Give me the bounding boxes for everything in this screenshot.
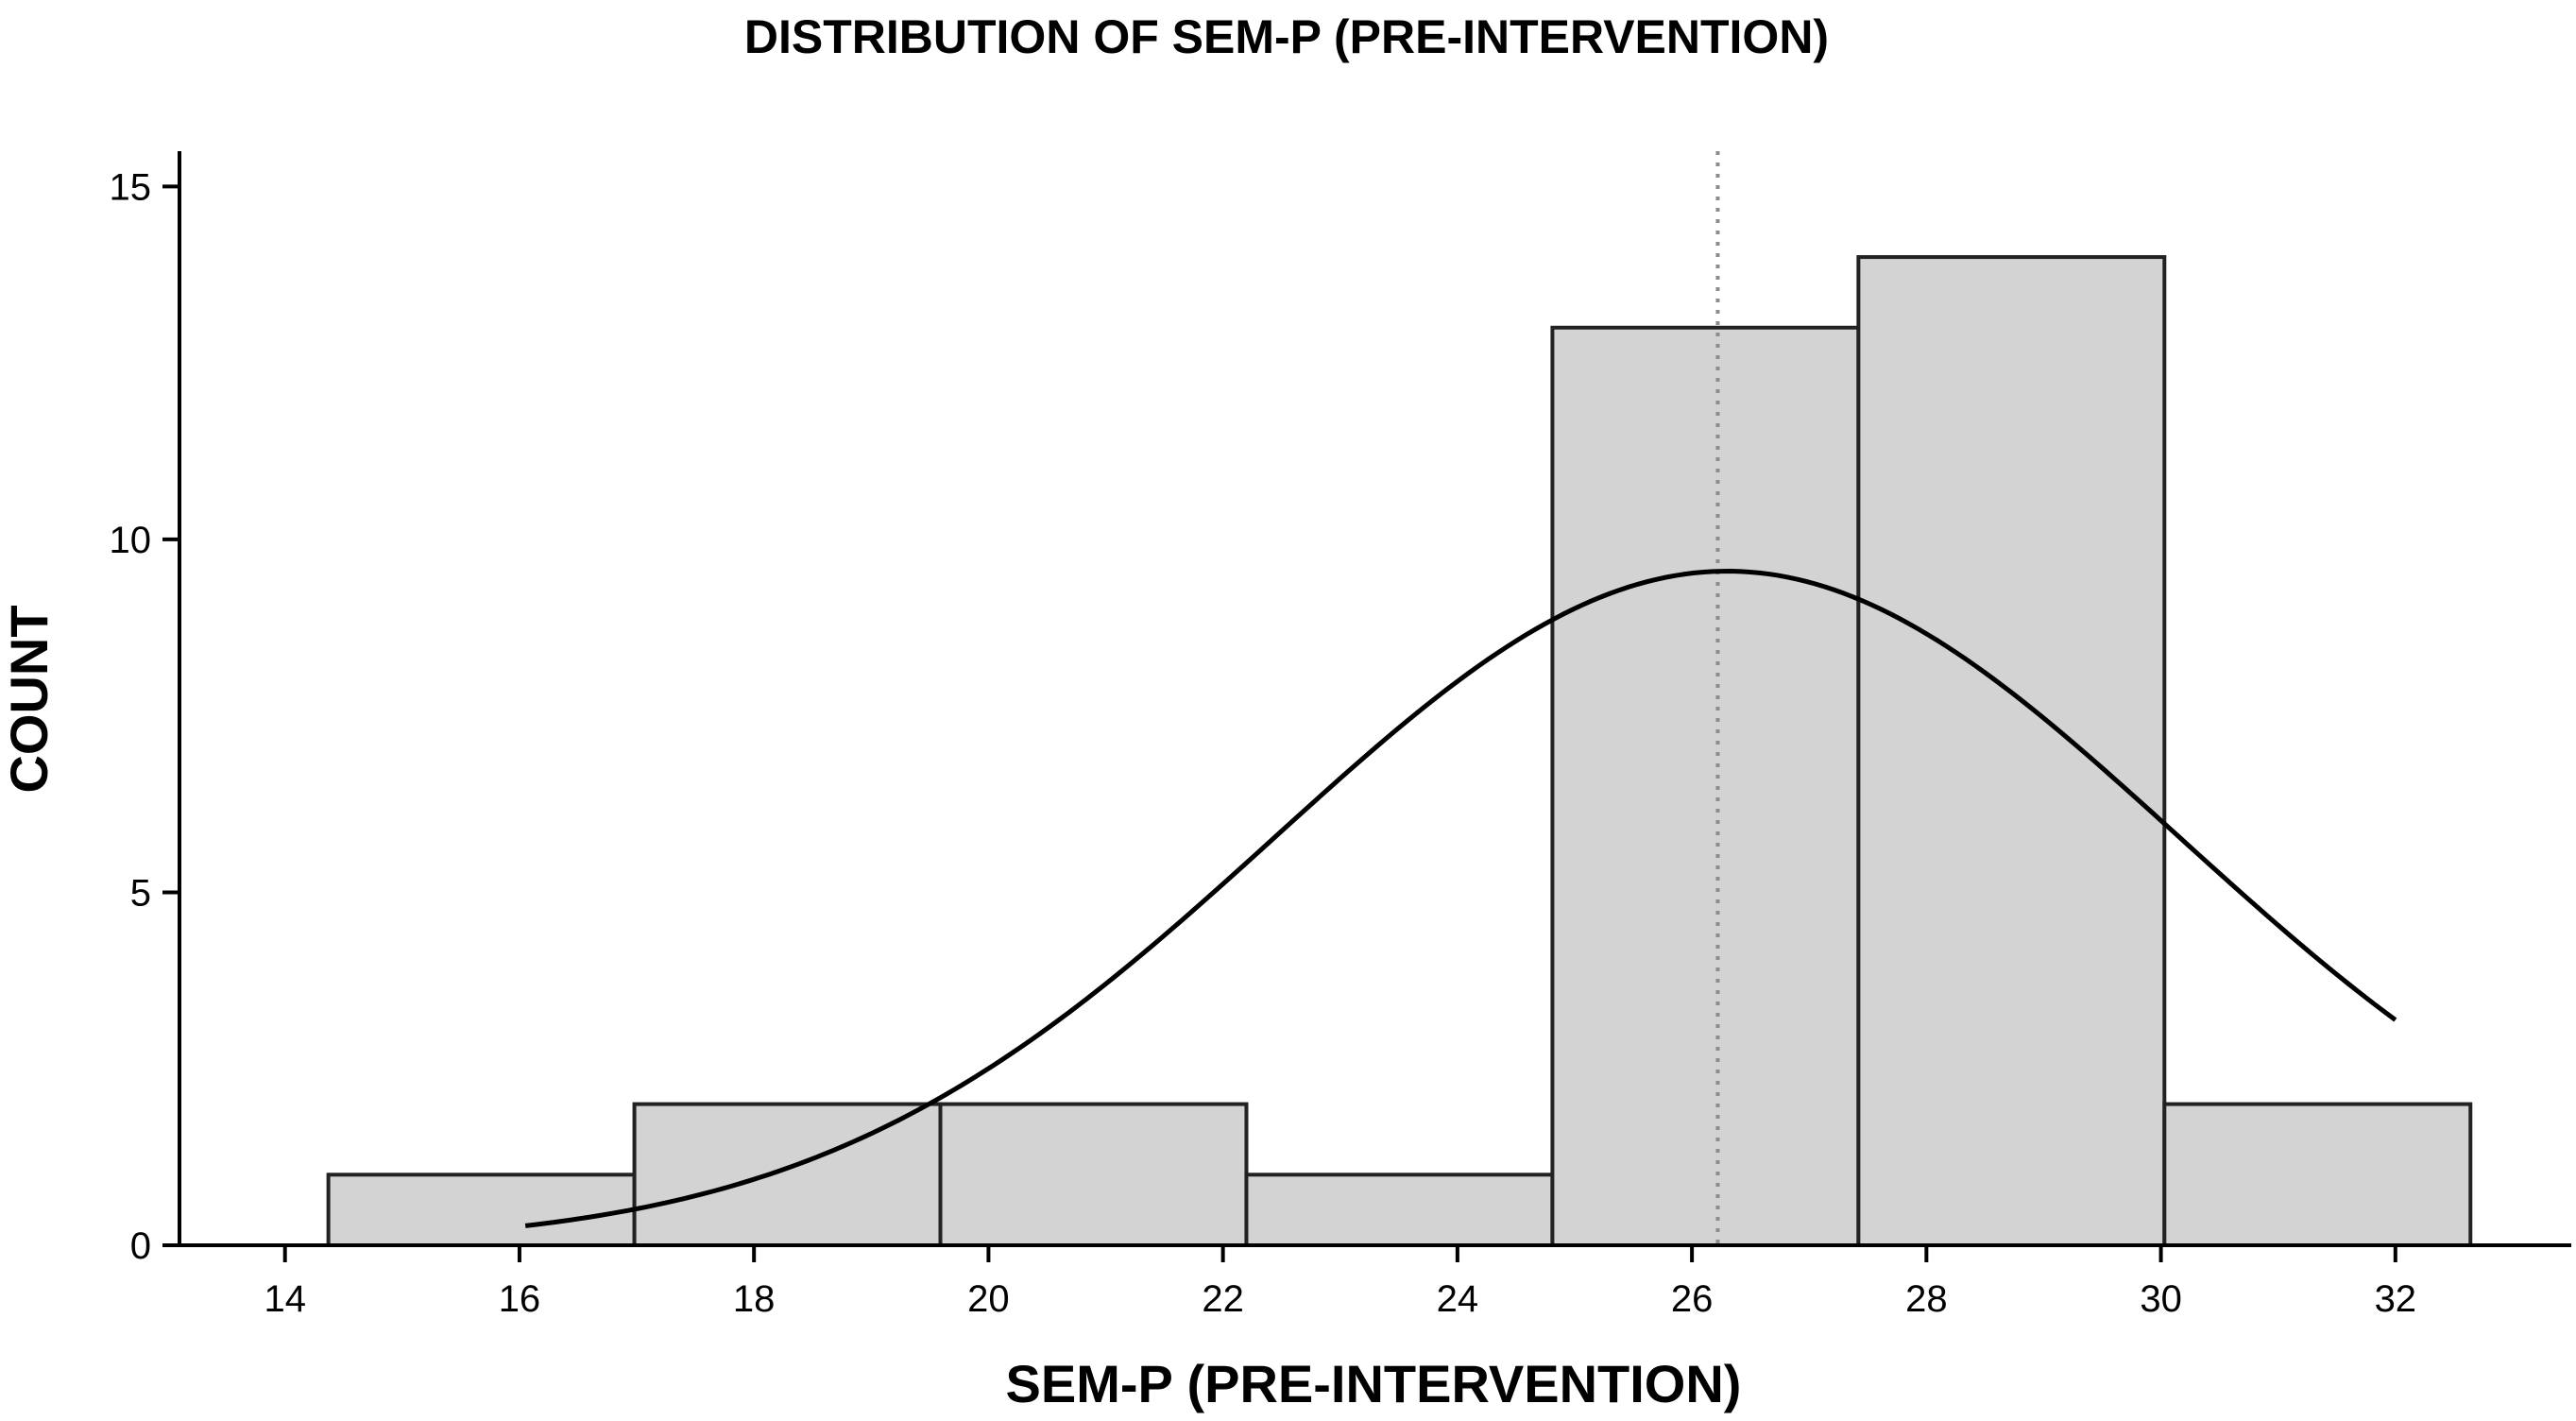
x-tick-label-16: 16 [499,1278,541,1320]
histogram-bar-1 [326,1173,637,1247]
x-tick-label-32: 32 [2375,1278,2417,1320]
histogram-bar-7 [2162,1102,2473,1248]
normal-curve-layer [524,569,2397,1228]
histogram-bars [326,255,2473,1248]
y-axis-ticks: 0 5 10 15 [110,166,179,1267]
histogram-bar-3 [938,1102,1249,1248]
x-tick-label-30: 30 [2140,1278,2182,1320]
x-tick-label-18: 18 [733,1278,776,1320]
y-tick-label-0: 0 [130,1225,151,1267]
histogram-bar-4 [1244,1173,1555,1247]
x-tick-label-22: 22 [1202,1278,1244,1320]
histogram-bar-6 [1856,255,2167,1247]
histogram-bar-5 [1550,325,1861,1248]
x-tick-label-26: 26 [1671,1278,1714,1320]
x-tick-label-20: 20 [967,1278,1010,1320]
y-tick-label-15: 15 [110,166,152,208]
histogram-bar-2 [632,1102,943,1248]
y-axis-label: COUNT [0,605,59,793]
chart-title: DISTRIBUTION OF SEM-P (PRE-INTERVENTION) [744,10,1829,63]
x-axis-ticks: 14 16 18 20 22 24 26 28 30 32 [264,1245,2416,1320]
x-tick-label-14: 14 [264,1278,306,1320]
x-tick-label-24: 24 [1437,1278,1479,1320]
y-tick-label-5: 5 [130,872,151,914]
y-tick-label-10: 10 [110,520,152,561]
x-axis-label: SEM-P (PRE-INTERVENTION) [1006,1354,1742,1413]
x-tick-label-28: 28 [1905,1278,1948,1320]
normal-curve [524,569,2397,1228]
